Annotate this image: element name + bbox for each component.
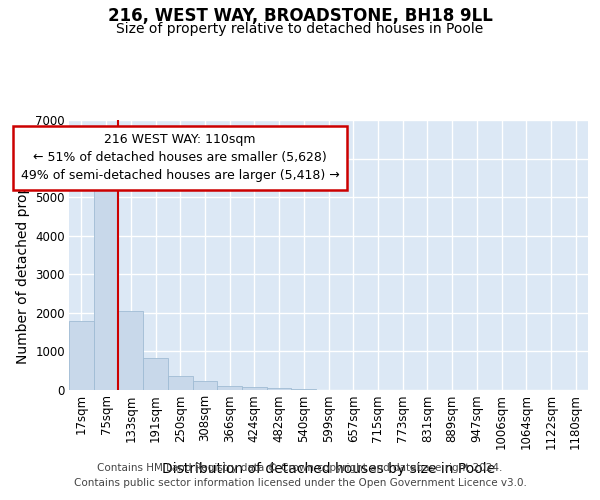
Bar <box>267 388 292 390</box>
Y-axis label: Number of detached properties: Number of detached properties <box>16 146 29 364</box>
Bar <box>292 389 316 390</box>
Text: Size of property relative to detached houses in Poole: Size of property relative to detached ho… <box>116 22 484 36</box>
Bar <box>69 322 94 390</box>
Bar <box>217 386 242 390</box>
Text: 216 WEST WAY: 110sqm
← 51% of detached houses are smaller (5,628)
49% of semi-de: 216 WEST WAY: 110sqm ← 51% of detached h… <box>21 134 340 182</box>
Bar <box>94 168 118 390</box>
Text: 216, WEST WAY, BROADSTONE, BH18 9LL: 216, WEST WAY, BROADSTONE, BH18 9LL <box>107 8 493 26</box>
Bar <box>143 358 168 390</box>
Text: Distribution of detached houses by size in Poole: Distribution of detached houses by size … <box>162 462 496 476</box>
Bar <box>242 387 267 390</box>
Bar <box>193 381 217 390</box>
Bar <box>118 311 143 390</box>
Text: Contains HM Land Registry data © Crown copyright and database right 2024.
Contai: Contains HM Land Registry data © Crown c… <box>74 462 526 487</box>
Bar <box>168 376 193 390</box>
